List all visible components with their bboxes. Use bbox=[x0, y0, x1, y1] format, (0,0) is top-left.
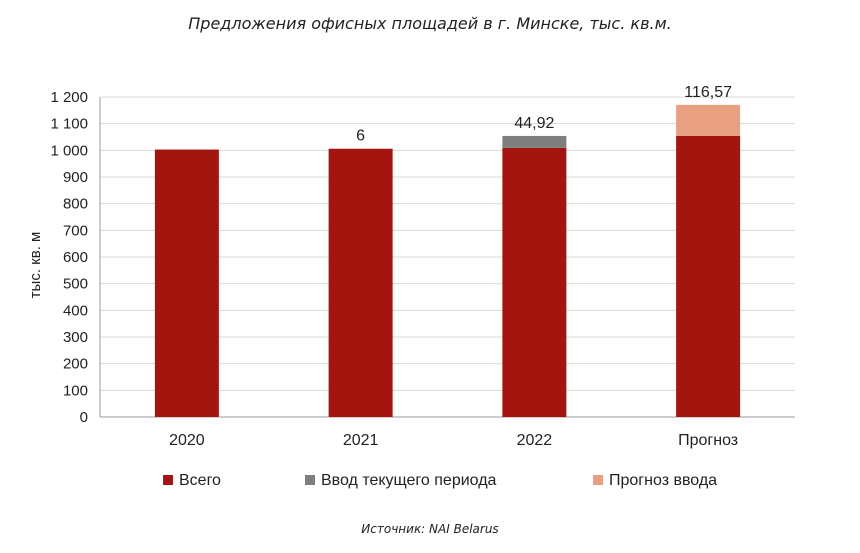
y-tick-label: 200 bbox=[63, 356, 88, 373]
bar-segment bbox=[676, 135, 741, 417]
legend-swatch bbox=[163, 475, 173, 485]
bar-segment bbox=[328, 148, 393, 417]
x-tick-label: 2020 bbox=[169, 432, 205, 449]
source-note: Источник: NAI Belarus bbox=[361, 522, 499, 536]
data-labels: 6 44,92 116,57 bbox=[356, 84, 732, 145]
y-axis-ticks: 0 100 200 300 400 500 600 700 800 900 1 000 1 100 1 … bbox=[50, 89, 88, 426]
legend-label: Прогноз ввода bbox=[609, 472, 717, 489]
x-tick-label: 2021 bbox=[343, 432, 379, 449]
bar-segment bbox=[502, 147, 567, 417]
y-tick-label: 0 bbox=[80, 409, 88, 426]
data-label: 6 bbox=[356, 128, 365, 145]
y-tick-label: 300 bbox=[63, 329, 88, 346]
y-tick-label: 100 bbox=[63, 382, 88, 399]
y-tick-label: 600 bbox=[63, 249, 88, 266]
legend: Всего Ввод текущего периода Прогноз ввода bbox=[163, 472, 717, 489]
x-axis-ticks: 2020 2021 2022 Прогноз bbox=[169, 432, 738, 449]
y-tick-label: 500 bbox=[63, 276, 88, 293]
bar-segment bbox=[502, 135, 567, 148]
y-tick-label: 400 bbox=[63, 302, 88, 319]
bar-segment bbox=[154, 149, 219, 418]
legend-label: Всего bbox=[179, 472, 221, 489]
y-tick-label: 700 bbox=[63, 222, 88, 239]
y-tick-label: 1 100 bbox=[50, 116, 88, 133]
bar-segment bbox=[676, 104, 741, 136]
legend-swatch bbox=[305, 475, 315, 485]
x-tick-label: Прогноз bbox=[678, 432, 738, 449]
y-axis-label: тыс. кв. м bbox=[27, 232, 44, 299]
y-tick-label: 900 bbox=[63, 169, 88, 186]
legend-swatch bbox=[593, 475, 603, 485]
legend-label: Ввод текущего периода bbox=[321, 472, 497, 489]
y-tick-label: 800 bbox=[63, 196, 88, 213]
data-label: 116,57 bbox=[684, 84, 732, 101]
chart-title: Предложения офисных площадей в г. Минске… bbox=[188, 14, 672, 33]
y-tick-label: 1 000 bbox=[50, 142, 88, 159]
x-tick-label: 2022 bbox=[517, 432, 553, 449]
y-tick-label: 1 200 bbox=[50, 89, 88, 106]
bars bbox=[154, 104, 741, 418]
data-label: 44,92 bbox=[514, 115, 554, 132]
